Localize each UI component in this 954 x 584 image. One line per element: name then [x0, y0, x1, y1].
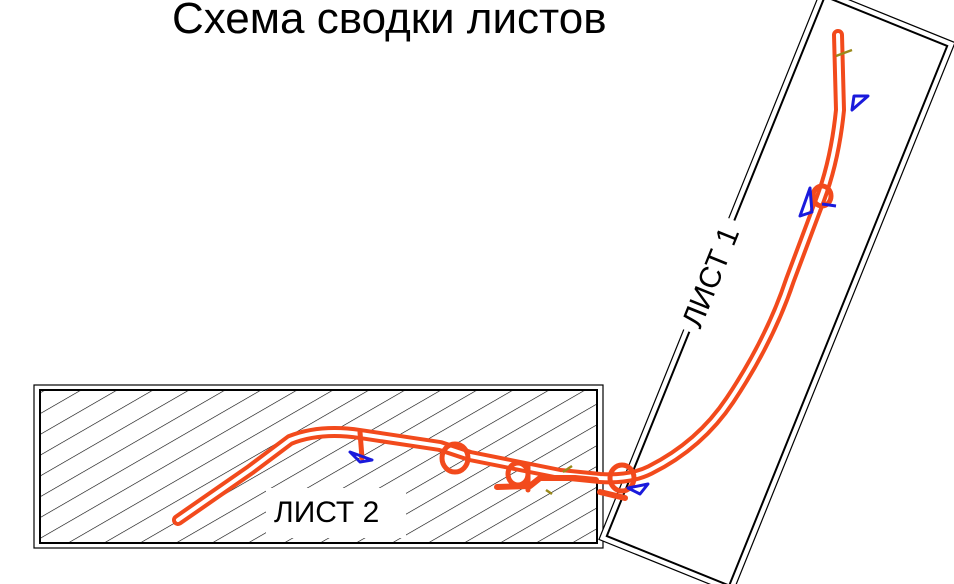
marker-3 — [545, 488, 553, 496]
diagram-title-text: Схема сводки листов — [172, 0, 607, 43]
junction-loop-3 — [607, 462, 637, 494]
sign-symbol-2 — [626, 482, 650, 496]
sheet-2-label-group: ЛИСТ 2 — [266, 488, 406, 538]
sheet-1-frame — [598, 0, 954, 584]
sheet-2-outer-border — [33, 384, 604, 549]
marker-2 — [562, 464, 573, 474]
road-signs — [348, 94, 870, 496]
km-markers — [545, 48, 853, 496]
junction-loop-4 — [810, 183, 834, 209]
road-alignment — [172, 29, 846, 526]
sheet-2-label: ЛИСТ 2 — [274, 496, 379, 529]
sheet-1-label-background — [668, 212, 753, 340]
sign-symbol-3 — [798, 186, 814, 218]
road-centerline-gap — [176, 33, 842, 522]
road-stub-1 — [357, 429, 365, 461]
sheet-1-outer-border — [598, 0, 954, 584]
marker-1 — [835, 48, 853, 58]
sheet-2-label-background — [266, 488, 406, 538]
junction-loop-1 — [439, 441, 471, 475]
sign-symbol-5 — [850, 94, 870, 112]
sign-symbol-1 — [348, 450, 374, 464]
sign-symbol-4 — [821, 202, 837, 208]
road-spur-3 — [597, 489, 628, 501]
